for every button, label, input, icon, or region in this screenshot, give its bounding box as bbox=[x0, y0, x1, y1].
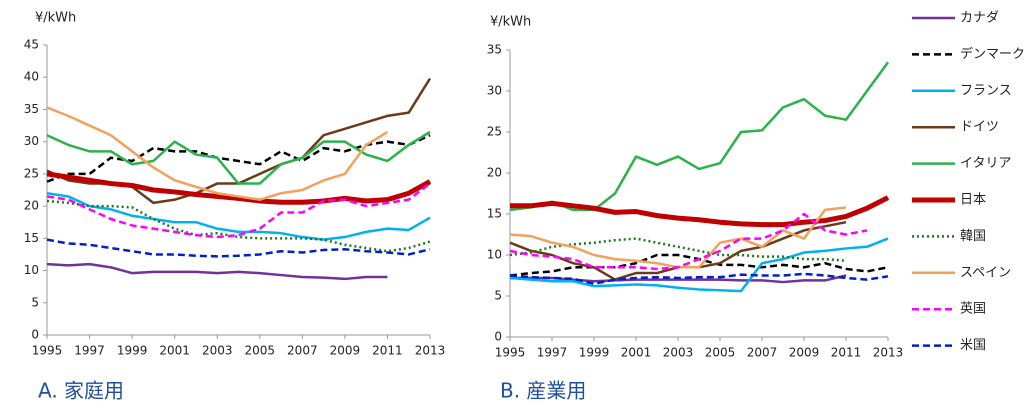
y-tick-label: 5 bbox=[31, 295, 39, 309]
y-tick-label: 25 bbox=[24, 166, 39, 180]
y-tick-label: 15 bbox=[24, 231, 39, 245]
x-tick-label: 2001 bbox=[621, 346, 652, 360]
series-line bbox=[46, 199, 431, 253]
y-tick-label: 0 bbox=[494, 330, 502, 344]
y-tick-label: 10 bbox=[487, 248, 502, 262]
series-line bbox=[509, 237, 847, 262]
x-tick-label: 1999 bbox=[579, 346, 610, 360]
y-tick-label: 15 bbox=[487, 207, 502, 221]
series-line bbox=[509, 61, 890, 212]
x-tick-label: 2013 bbox=[873, 346, 904, 360]
legend-label: 米国 bbox=[960, 338, 986, 353]
x-tick-label: 2013 bbox=[415, 344, 446, 358]
legend-label: スペイン bbox=[960, 265, 1011, 280]
y-tick-label: 30 bbox=[24, 134, 39, 148]
series-line bbox=[46, 106, 389, 201]
x-tick-label: 1995 bbox=[495, 346, 526, 360]
series-line bbox=[46, 262, 388, 281]
legend-label: イタリア bbox=[960, 156, 1011, 171]
y-axis-label: ¥/kWh bbox=[35, 11, 76, 26]
series-line bbox=[46, 238, 431, 258]
legend-label: ドイツ bbox=[960, 120, 999, 135]
x-tick-label: 2005 bbox=[245, 344, 276, 358]
panel-title: B. 産業用 bbox=[500, 379, 586, 403]
y-tick-label: 10 bbox=[24, 263, 39, 277]
legend-label: カナダ bbox=[960, 11, 999, 26]
series-line bbox=[510, 195, 890, 228]
series-line bbox=[509, 237, 889, 293]
x-tick-label: 1999 bbox=[117, 344, 148, 358]
y-tick-label: 40 bbox=[24, 70, 39, 84]
series-line bbox=[509, 272, 889, 285]
series-line bbox=[509, 212, 868, 271]
x-tick-label: 1995 bbox=[32, 344, 63, 358]
x-tick-label: 2003 bbox=[202, 344, 233, 358]
x-tick-label: 2011 bbox=[831, 346, 862, 360]
y-tick-label: 45 bbox=[24, 38, 39, 52]
series-line bbox=[46, 182, 431, 239]
x-tick-label: 2011 bbox=[372, 344, 403, 358]
panel-title: A. 家庭用 bbox=[38, 379, 124, 403]
y-tick-label: 35 bbox=[24, 102, 39, 116]
y-tick-label: 5 bbox=[494, 289, 502, 303]
legend-label: フランス bbox=[960, 83, 1012, 98]
x-tick-label: 2005 bbox=[705, 346, 736, 360]
legend-label: 英国 bbox=[960, 302, 986, 317]
x-tick-label: 2007 bbox=[747, 346, 778, 360]
legend-label: 日本 bbox=[960, 193, 986, 208]
y-tick-label: 0 bbox=[31, 328, 39, 342]
y-tick-label: 20 bbox=[24, 199, 39, 213]
x-tick-label: 2009 bbox=[789, 346, 820, 360]
legend-label: 韓国 bbox=[960, 229, 986, 244]
y-tick-label: 35 bbox=[487, 43, 502, 57]
y-tick-label: 20 bbox=[487, 166, 502, 180]
y-tick-label: 30 bbox=[487, 84, 502, 98]
series-line bbox=[46, 171, 432, 205]
x-tick-label: 2003 bbox=[663, 346, 694, 360]
series-line bbox=[46, 130, 431, 185]
x-tick-label: 2001 bbox=[159, 344, 190, 358]
x-tick-label: 2007 bbox=[287, 344, 318, 358]
x-tick-label: 1997 bbox=[74, 344, 105, 358]
legend-label: デンマーク bbox=[960, 46, 1025, 62]
y-tick-label: 25 bbox=[487, 125, 502, 139]
series-line bbox=[46, 191, 431, 241]
y-axis-label: ¥/kWh bbox=[490, 15, 531, 30]
x-tick-label: 1997 bbox=[537, 346, 568, 360]
x-tick-label: 2009 bbox=[330, 344, 361, 358]
